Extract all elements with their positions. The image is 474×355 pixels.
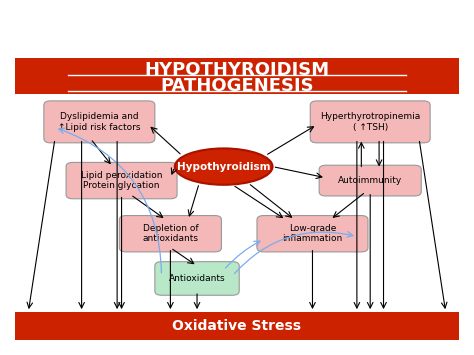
Text: Oxidative Stress: Oxidative Stress [173, 319, 301, 333]
FancyBboxPatch shape [44, 101, 155, 143]
FancyBboxPatch shape [15, 312, 459, 340]
Text: Dyslipidemia and
↑Lipid risk factors: Dyslipidemia and ↑Lipid risk factors [58, 112, 141, 132]
FancyBboxPatch shape [155, 262, 239, 295]
Text: Autoimmunity: Autoimmunity [338, 176, 402, 185]
Text: Antioxidants: Antioxidants [169, 274, 225, 283]
Text: PATHOGENESIS: PATHOGENESIS [160, 77, 314, 95]
FancyBboxPatch shape [66, 162, 177, 199]
Text: Hypothyroidism: Hypothyroidism [177, 162, 271, 171]
Ellipse shape [175, 148, 273, 185]
Text: Low-grade
inflammation: Low-grade inflammation [283, 224, 343, 244]
Text: Lipid peroxidation
Protein glycation: Lipid peroxidation Protein glycation [81, 171, 162, 190]
Text: Depletion of
antioxidants: Depletion of antioxidants [142, 224, 199, 244]
FancyBboxPatch shape [15, 58, 459, 94]
FancyBboxPatch shape [257, 215, 368, 252]
FancyBboxPatch shape [310, 101, 430, 143]
Text: Hyperthyrotropinemia
( ↑TSH): Hyperthyrotropinemia ( ↑TSH) [320, 112, 420, 132]
FancyBboxPatch shape [119, 215, 221, 252]
FancyBboxPatch shape [319, 165, 421, 196]
Text: HYPOTHYROIDISM: HYPOTHYROIDISM [145, 61, 329, 79]
